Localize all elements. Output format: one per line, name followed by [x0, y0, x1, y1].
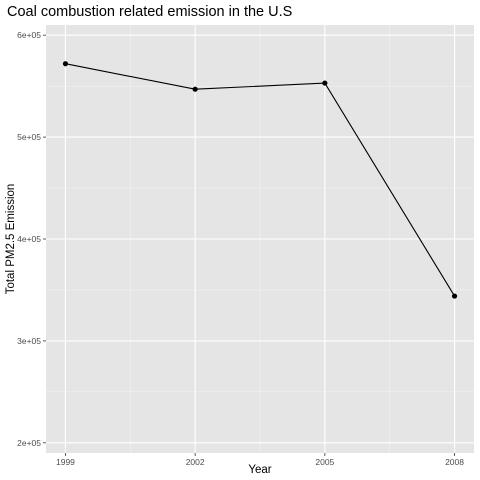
y-axis-title: Total PM2.5 Emission: [5, 184, 17, 295]
x-tick-label: 2005: [315, 457, 334, 467]
x-tick-label: 2008: [445, 457, 464, 467]
x-axis-ticks: 1999 2002 2005 2008: [56, 453, 464, 467]
series-line: [65, 63, 456, 297]
x-axis-title: Year: [248, 464, 271, 476]
x-tick-label: 2002: [186, 457, 205, 467]
y-tick-label: 6e+05: [17, 30, 41, 40]
y-tick-label: 5e+05: [17, 132, 41, 142]
data-point: [62, 61, 69, 67]
chart-title: Coal combustion related emission in the …: [7, 4, 292, 20]
y-tick-label: 3e+05: [17, 336, 41, 346]
data-point: [192, 86, 198, 92]
y-axis-ticks: 2e+05 3e+05 4e+05 5e+05 6e+05: [17, 30, 46, 448]
data-point: [451, 293, 458, 299]
y-tick-label: 2e+05: [17, 438, 41, 448]
x-tick-label: 1999: [56, 457, 75, 467]
data-point: [322, 80, 328, 86]
y-tick-label: 4e+05: [17, 234, 41, 244]
data-series: [62, 61, 458, 299]
major-gridlines: [46, 25, 474, 453]
